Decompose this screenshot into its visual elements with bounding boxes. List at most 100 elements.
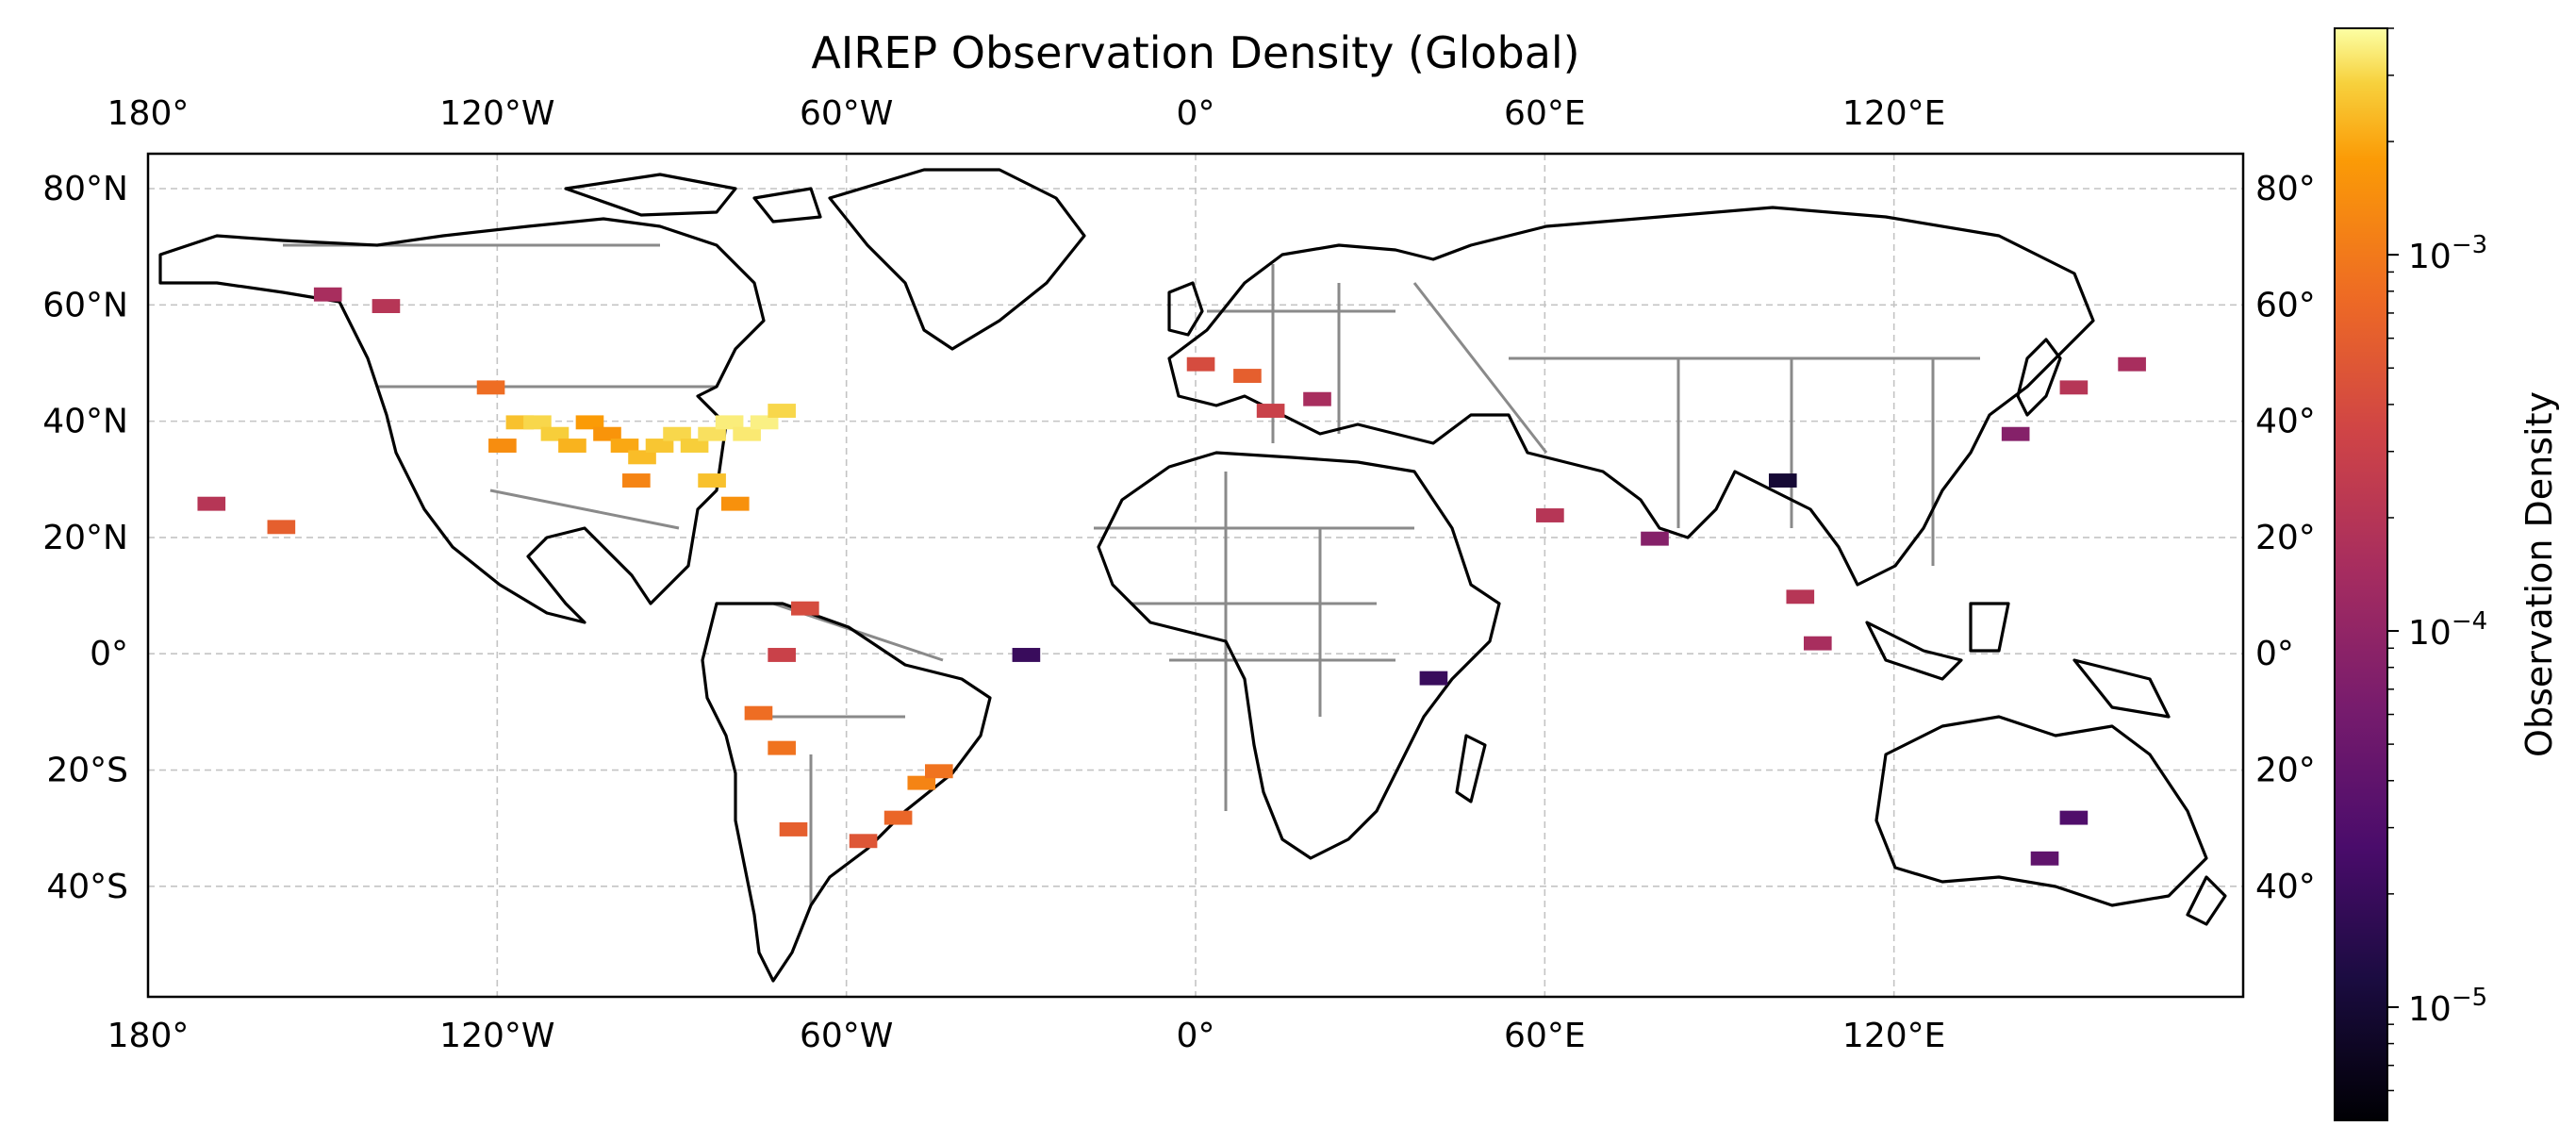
- density-cell: [715, 415, 744, 430]
- density-cell: [768, 648, 796, 662]
- density-cell: [849, 834, 878, 849]
- density-cell: [768, 740, 796, 755]
- density-cell: [698, 473, 726, 488]
- density-cell: [1256, 404, 1285, 418]
- density-cell: [476, 380, 505, 395]
- right-y-ticks: 80° 60° 40° 20° 0° 20° 40°: [2255, 170, 2316, 906]
- coastlines: [158, 168, 2227, 983]
- density-cell: [372, 299, 401, 313]
- top-x-ticks: 180° 120°W 60°W 0° 60°E 120°E: [107, 94, 1946, 133]
- coast-eurasia: [1167, 206, 2095, 587]
- density-cell: [2030, 851, 2059, 866]
- colorbar-gradient: [2334, 27, 2388, 1121]
- y-tick-label-left: 20°N: [42, 519, 128, 557]
- coast-south-america: [701, 602, 992, 983]
- y-tick-label-left: 20°S: [46, 752, 128, 790]
- coast-uk: [1167, 281, 1204, 337]
- density-cell: [907, 775, 936, 790]
- x-tick-label: 60°E: [1504, 94, 1586, 133]
- density-cell: [1303, 391, 1331, 406]
- density-cell: [1012, 648, 1041, 662]
- x-tick-label: 0°: [1177, 94, 1215, 133]
- coast-madagascar: [1455, 734, 1487, 803]
- coast-australia: [1874, 715, 2208, 907]
- density-cell: [744, 705, 773, 721]
- y-tick-label-right: 80°: [2255, 170, 2316, 208]
- border-lines-europe: [1207, 264, 1548, 454]
- density-cell: [558, 439, 586, 453]
- density-cell: [768, 404, 796, 418]
- density-cell: [267, 520, 296, 535]
- density-cells: [197, 287, 2146, 866]
- x-tick-label: 120°W: [439, 94, 554, 133]
- y-tick-label-right: 40°: [2255, 403, 2316, 441]
- density-cell: [883, 810, 913, 825]
- density-cell: [1803, 636, 1832, 651]
- density-cell: [1786, 589, 1815, 605]
- density-cell: [540, 426, 570, 441]
- map-background: [158, 168, 2227, 983]
- country-borders: [283, 243, 1980, 905]
- density-cell: [488, 439, 517, 453]
- x-tick-label: 60°E: [1504, 1017, 1586, 1055]
- density-cell: [680, 439, 709, 453]
- y-tick-label-left: 0°: [90, 635, 128, 673]
- density-cell: [698, 426, 726, 441]
- y-tick-label-right: 0°: [2255, 635, 2294, 673]
- density-cell: [2001, 426, 2030, 441]
- density-cell: [1233, 369, 1262, 383]
- coast-new-zealand: [2186, 875, 2227, 926]
- density-cell: [593, 426, 621, 441]
- coast-japan: [2016, 338, 2062, 417]
- x-tick-label: 60°W: [800, 94, 893, 133]
- density-cell: [523, 415, 552, 430]
- y-tick-label-right: 20°: [2255, 519, 2316, 557]
- x-tick-label: 0°: [1177, 1017, 1215, 1055]
- coast-north-america: [158, 217, 766, 624]
- colorbar-tick-label: 10−3: [2408, 231, 2487, 276]
- y-tick-label-left: 80°N: [42, 170, 128, 208]
- density-cell: [197, 496, 226, 511]
- coast-arctic-islands: [564, 173, 822, 224]
- left-y-ticks: 80°N 60°N 40°N 20°N 0° 20°S 40°S: [42, 170, 128, 906]
- x-tick-label: 120°W: [439, 1017, 554, 1055]
- density-cell: [733, 426, 761, 441]
- x-tick-label: 180°: [107, 94, 190, 133]
- density-cell: [2059, 810, 2089, 825]
- x-tick-label: 120°E: [1842, 1017, 1945, 1055]
- density-cell: [2118, 356, 2146, 372]
- density-cell: [575, 415, 604, 430]
- x-tick-label: 180°: [107, 1017, 190, 1055]
- y-tick-label-left: 60°N: [42, 286, 128, 324]
- density-cell: [1419, 671, 1448, 686]
- y-tick-label-right: 40°: [2255, 868, 2316, 906]
- density-cell: [2059, 380, 2089, 395]
- density-cell: [791, 601, 819, 616]
- bottom-x-ticks: 180° 120°W 60°W 0° 60°E 120°E: [107, 1017, 1946, 1055]
- x-tick-label: 60°W: [800, 1017, 893, 1055]
- x-tick-label: 120°E: [1842, 94, 1945, 133]
- border-lines-asia: [1509, 356, 1980, 566]
- density-cell: [628, 450, 656, 465]
- y-tick-label-left: 40°S: [46, 868, 128, 906]
- density-cell: [1536, 508, 1564, 522]
- colorbar-label: Observation Density: [2518, 391, 2560, 757]
- density-cell: [750, 415, 779, 430]
- density-cell: [645, 439, 674, 453]
- density-cell: [610, 439, 639, 453]
- map-frame: [146, 152, 2245, 999]
- chart-title: AIREP Observation Density (Global): [811, 27, 1579, 78]
- colorbar-tick-label: 10−5: [2408, 984, 2487, 1029]
- coast-southeast-asia-islands: [1865, 602, 2171, 719]
- coast-greenland: [828, 168, 1086, 351]
- density-cell: [1186, 356, 1215, 372]
- y-tick-label-left: 40°N: [42, 403, 128, 441]
- density-cell: [1768, 473, 1797, 488]
- y-tick-label-right: 60°: [2255, 286, 2316, 324]
- density-cell: [779, 821, 808, 837]
- density-cell: [622, 473, 651, 488]
- density-cell: [924, 764, 953, 779]
- border-lines-africa: [1094, 472, 1414, 811]
- density-cell: [720, 496, 750, 511]
